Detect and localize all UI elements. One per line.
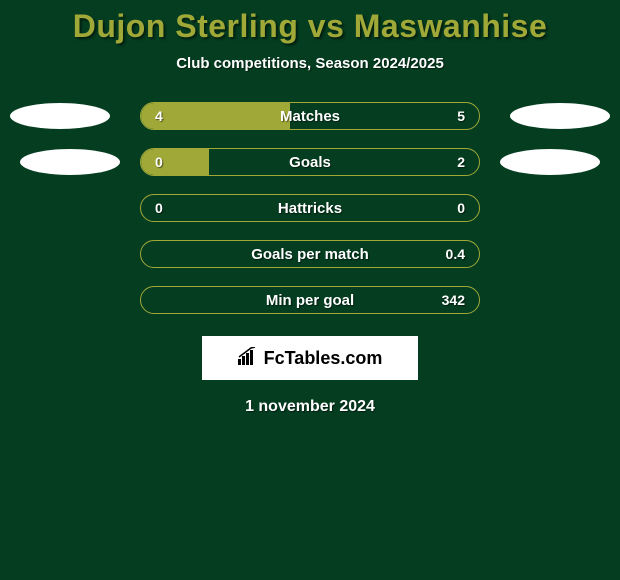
stat-rows: 4Matches50Goals20Hattricks0Goals per mat… <box>0 102 620 314</box>
stat-bar: 4Matches5 <box>140 102 480 130</box>
stat-label: Goals per match <box>141 246 479 263</box>
stat-label: Hattricks <box>141 200 479 217</box>
stat-label: Goals <box>141 154 479 171</box>
player-marker-left <box>20 149 120 175</box>
stat-label: Min per goal <box>141 292 479 309</box>
logo: FcTables.com <box>238 347 383 370</box>
stat-bar: 0Goals2 <box>140 148 480 176</box>
date-label: 1 november 2024 <box>0 398 620 416</box>
logo-box: FcTables.com <box>202 336 418 380</box>
stat-row: Min per goal342 <box>0 286 620 314</box>
player-marker-right <box>500 149 600 175</box>
stat-value-right: 0.4 <box>446 246 465 262</box>
stat-row: 4Matches5 <box>0 102 620 130</box>
subtitle: Club competitions, Season 2024/2025 <box>0 55 620 72</box>
player-marker-right <box>510 103 610 129</box>
stat-bar: Min per goal342 <box>140 286 480 314</box>
stat-row: 0Goals2 <box>0 148 620 176</box>
stat-value-right: 5 <box>457 108 465 124</box>
stat-row: Goals per match0.4 <box>0 240 620 268</box>
stat-value-right: 2 <box>457 154 465 170</box>
stat-bar: 0Hattricks0 <box>140 194 480 222</box>
comparison-container: Dujon Sterling vs Maswanhise Club compet… <box>0 0 620 416</box>
stat-label: Matches <box>141 108 479 125</box>
page-title: Dujon Sterling vs Maswanhise <box>0 8 620 45</box>
stat-bar: Goals per match0.4 <box>140 240 480 268</box>
chart-bars-icon <box>238 347 260 370</box>
stat-value-right: 342 <box>442 292 465 308</box>
stat-value-right: 0 <box>457 200 465 216</box>
player-marker-left <box>10 103 110 129</box>
logo-text: FcTables.com <box>264 348 383 369</box>
stat-row: 0Hattricks0 <box>0 194 620 222</box>
